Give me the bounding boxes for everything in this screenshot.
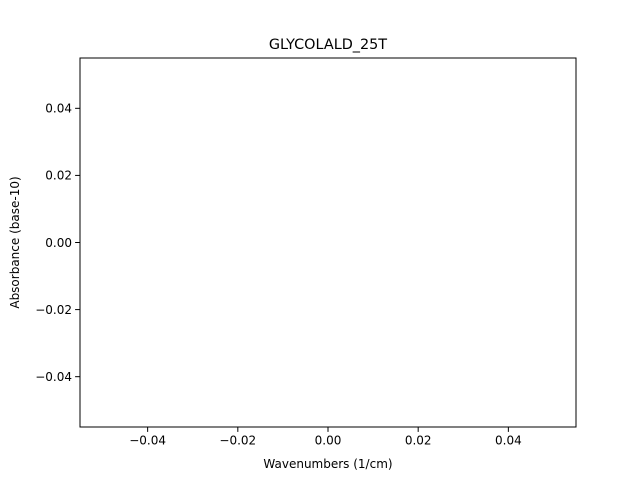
y-tick-label: −0.02 [35,303,72,317]
plot-area-frame [79,57,577,428]
y-axis-ticks: −0.04 −0.02 0.00 0.02 0.04 [35,102,80,384]
x-tick-label: −0.02 [219,434,256,448]
y-tick-label: 0.02 [45,169,72,183]
y-tick-label: 0.00 [45,236,72,250]
y-tick-label: 0.04 [45,102,72,116]
chart-title: GLYCOLALD_25T [269,37,387,53]
x-tick-label: −0.04 [129,434,166,448]
x-axis-ticks: −0.04 −0.02 0.00 0.02 0.04 [129,427,522,448]
x-tick-label: 0.00 [315,434,342,448]
y-tick-label: −0.04 [35,370,72,384]
x-axis-label: Wavenumbers (1/cm) [263,457,392,471]
x-tick-label: 0.04 [495,434,522,448]
x-tick-label: 0.02 [405,434,432,448]
y-axis-label: Absorbance (base-10) [8,176,22,308]
